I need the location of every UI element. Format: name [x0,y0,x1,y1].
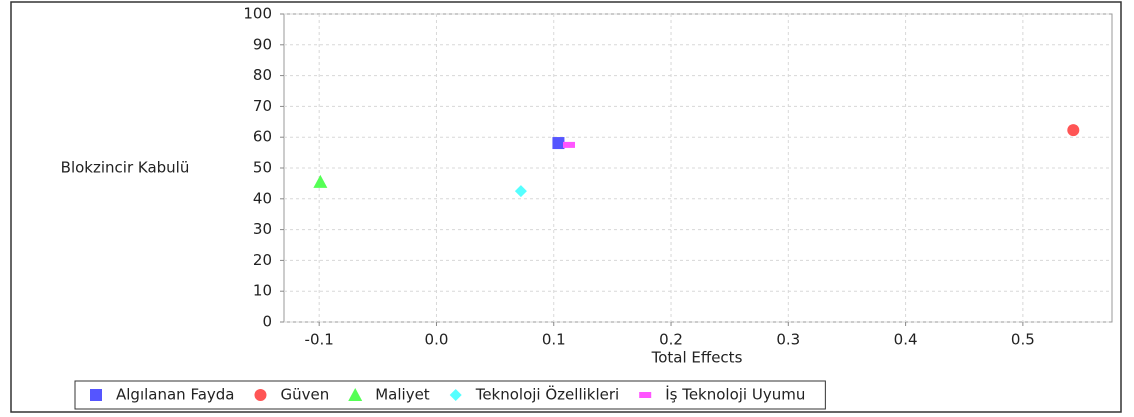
x-tick-label: -0.1 [305,331,334,349]
y-tick-label: 70 [253,97,272,115]
x-axis-label: Total Effects [651,349,743,367]
legend-marker [254,389,267,401]
legend-marker [348,388,363,401]
legend-label: Teknoloji Özellikleri [475,385,620,404]
scatter-point [514,185,527,198]
x-tick-label: 0.1 [542,331,566,349]
y-tick-label: 40 [253,189,272,207]
y-tick-label: 30 [253,220,272,238]
legend-marker [449,389,462,401]
y-tick-label: 100 [243,5,272,23]
legend-marker [90,389,102,401]
scatter-point [313,174,328,188]
y-axis-label: Blokzincir Kabulü [61,159,190,177]
x-tick-label: 0.3 [776,331,800,349]
legend-marker [639,392,652,398]
x-tick-label: 0.4 [894,331,918,349]
y-tick-label: 90 [253,35,272,53]
y-tick-label: 80 [253,66,272,84]
x-tick-label: 0.2 [659,331,683,349]
y-tick-label: 0 [262,313,272,331]
x-tick-label: 0.5 [1011,331,1035,349]
y-tick-label: 10 [253,282,272,300]
y-tick-label: 20 [253,251,272,269]
scatter-point [1067,124,1080,137]
y-tick-label: 60 [253,128,272,146]
x-tick-label: 0.0 [425,331,449,349]
scatter-point [552,137,565,150]
legend-label: Güven [280,386,329,404]
legend-label: Algılanan Fayda [116,386,234,404]
legend-label: Maliyet [375,386,430,404]
y-tick-label: 50 [253,159,272,177]
legend-label: İş Teknoloji Uyumu [665,385,805,404]
scatter-point [562,141,575,148]
